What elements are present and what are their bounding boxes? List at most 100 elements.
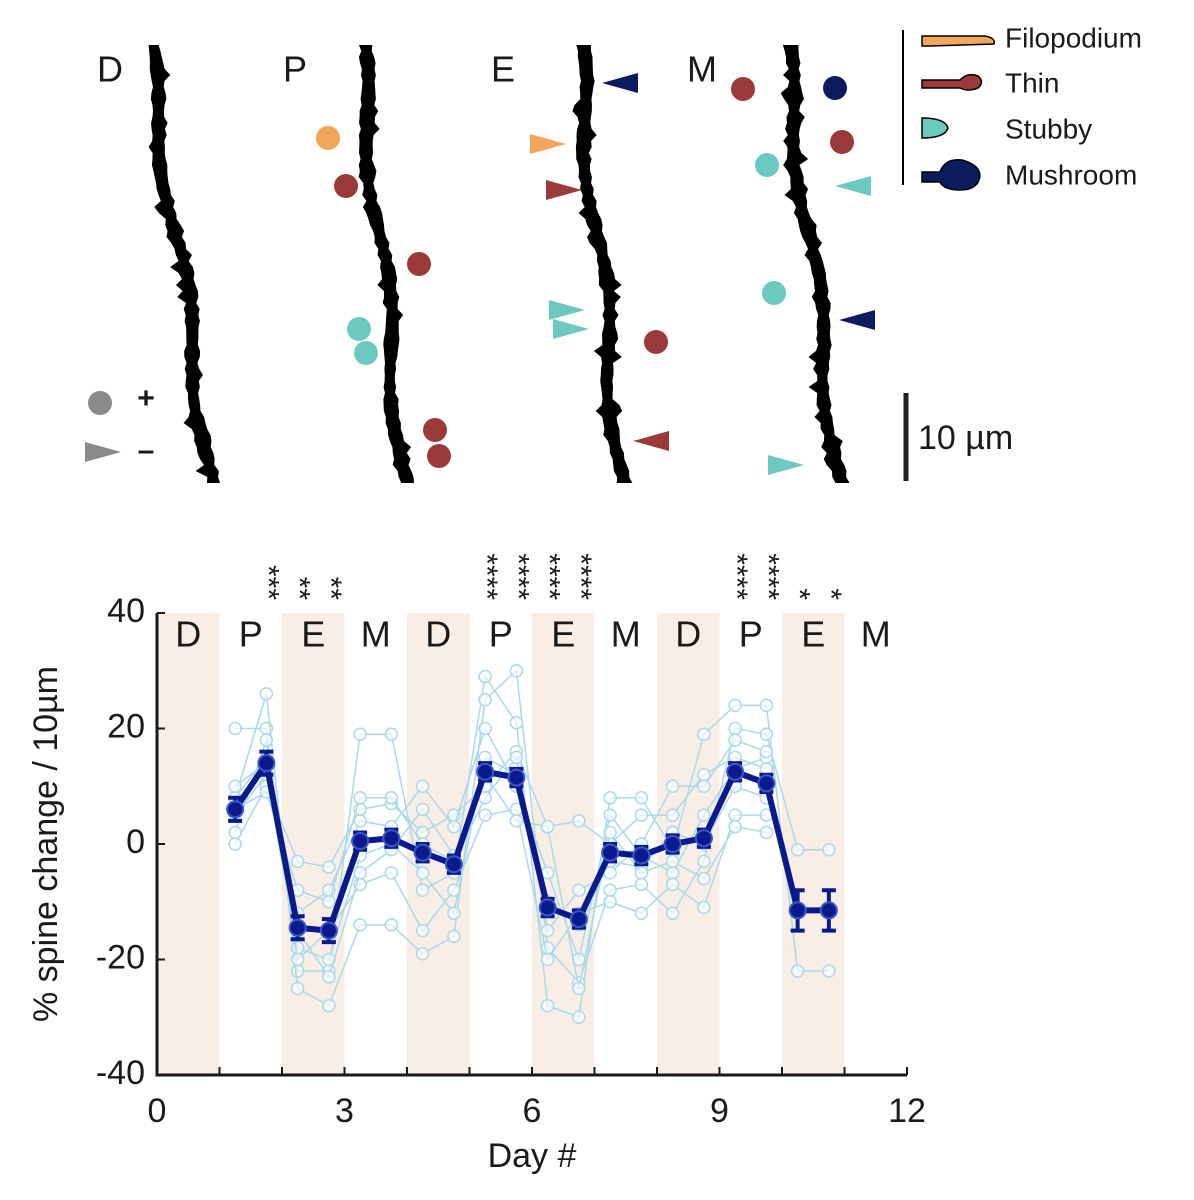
mean-line: [232, 755, 829, 934]
significance: ****: [751, 553, 784, 600]
spine-marker: [407, 252, 431, 276]
mean-point: [507, 768, 526, 787]
animal-point: [572, 814, 586, 828]
animal-point: [322, 895, 336, 909]
animal-point: [290, 854, 305, 869]
animal-point: [665, 906, 680, 921]
spine-marker: [731, 77, 755, 101]
animal-point: [478, 808, 492, 822]
animal-point: [603, 825, 617, 840]
phase-label: M: [861, 614, 891, 655]
animal-point: [759, 825, 774, 840]
animal-point: [728, 808, 742, 822]
animal-point: [790, 843, 805, 857]
significance: ****: [564, 553, 597, 600]
spine-marker: [316, 126, 340, 150]
mean-point: [601, 843, 620, 862]
animal-point: [728, 721, 742, 736]
animal-point: [353, 727, 367, 742]
spine-marker: [755, 153, 779, 177]
spine-marker: [85, 442, 121, 462]
animal-point: [509, 664, 524, 678]
animal-point: [228, 779, 242, 793]
animal-point: [447, 929, 461, 944]
legend-shape: [921, 35, 996, 47]
key-label: –: [138, 434, 155, 467]
panel-label: P: [283, 49, 307, 90]
animal-point: [509, 715, 524, 730]
animal-point: [322, 860, 336, 874]
spine-marker: [427, 444, 451, 468]
animal-point: [665, 808, 680, 822]
animal-point: [384, 918, 399, 932]
mean-point: [413, 843, 432, 862]
animal-point: [665, 877, 680, 892]
spine-marker: [354, 341, 378, 365]
animal-point: [228, 825, 242, 840]
animal-point: [540, 952, 555, 967]
phase-band: [532, 613, 595, 1075]
y-tick-label: 20: [107, 707, 145, 745]
animal-point: [384, 791, 399, 805]
legend-shape: [921, 159, 981, 191]
mean-point: [632, 846, 651, 865]
animal-point: [697, 900, 711, 915]
phase-label: E: [551, 614, 575, 655]
mean-point: [757, 774, 776, 793]
animal-point: [415, 802, 430, 817]
animal-point: [697, 854, 711, 869]
animal-point: [634, 906, 649, 921]
mean-point: [663, 835, 682, 853]
animal-point: [540, 866, 555, 880]
animal-point: [415, 779, 430, 793]
animal-point: [384, 727, 399, 742]
mean-point: [444, 855, 463, 874]
animal-point: [259, 733, 274, 747]
mean-point: [538, 898, 557, 917]
phase-band: [157, 613, 220, 1075]
mean-point: [288, 918, 307, 937]
mean-point: [382, 829, 401, 848]
animal-point: [478, 692, 492, 707]
animal-point: [322, 952, 336, 967]
mean-point: [726, 762, 745, 781]
animal-line: [234, 669, 829, 1007]
phase-label: P: [739, 614, 763, 655]
phase-label: D: [175, 614, 201, 655]
spine-marker: [823, 76, 847, 100]
animal-point: [353, 791, 367, 805]
mean-point: [257, 754, 276, 773]
animal-point: [478, 669, 492, 684]
spine-marker: [830, 130, 854, 154]
mean-point: [351, 832, 370, 851]
significance: ****: [470, 553, 503, 600]
y-axis-label: % spine change / 10µm: [27, 666, 65, 1022]
phase-band: [282, 613, 345, 1075]
animal-point: [322, 998, 336, 1013]
mean-point: [569, 910, 588, 929]
legend-shape: [921, 73, 983, 91]
spine-marker: [602, 73, 638, 93]
x-axis-label: Day #: [488, 1137, 577, 1175]
animal-point: [759, 727, 774, 742]
phase-label: D: [425, 614, 451, 655]
animal-point: [634, 866, 649, 880]
legend-label: Filopodium: [1005, 22, 1142, 53]
y-tick-label: 0: [126, 823, 145, 861]
spine-marker: [549, 300, 585, 320]
mean-point: [226, 800, 245, 819]
animal-point: [447, 819, 461, 834]
panel-label: E: [491, 49, 515, 90]
spine-marker: [762, 281, 786, 305]
spine-marker: [423, 418, 447, 442]
x-tick-label: 0: [148, 1092, 167, 1130]
animal-point: [665, 779, 680, 793]
animal-point: [290, 964, 305, 978]
phase-label: M: [361, 614, 391, 655]
spine-marker: [835, 176, 871, 196]
panel-label: D: [97, 49, 123, 90]
y-tick-label: -40: [96, 1054, 145, 1092]
x-tick-label: 9: [710, 1092, 729, 1130]
spine-marker: [553, 319, 589, 339]
